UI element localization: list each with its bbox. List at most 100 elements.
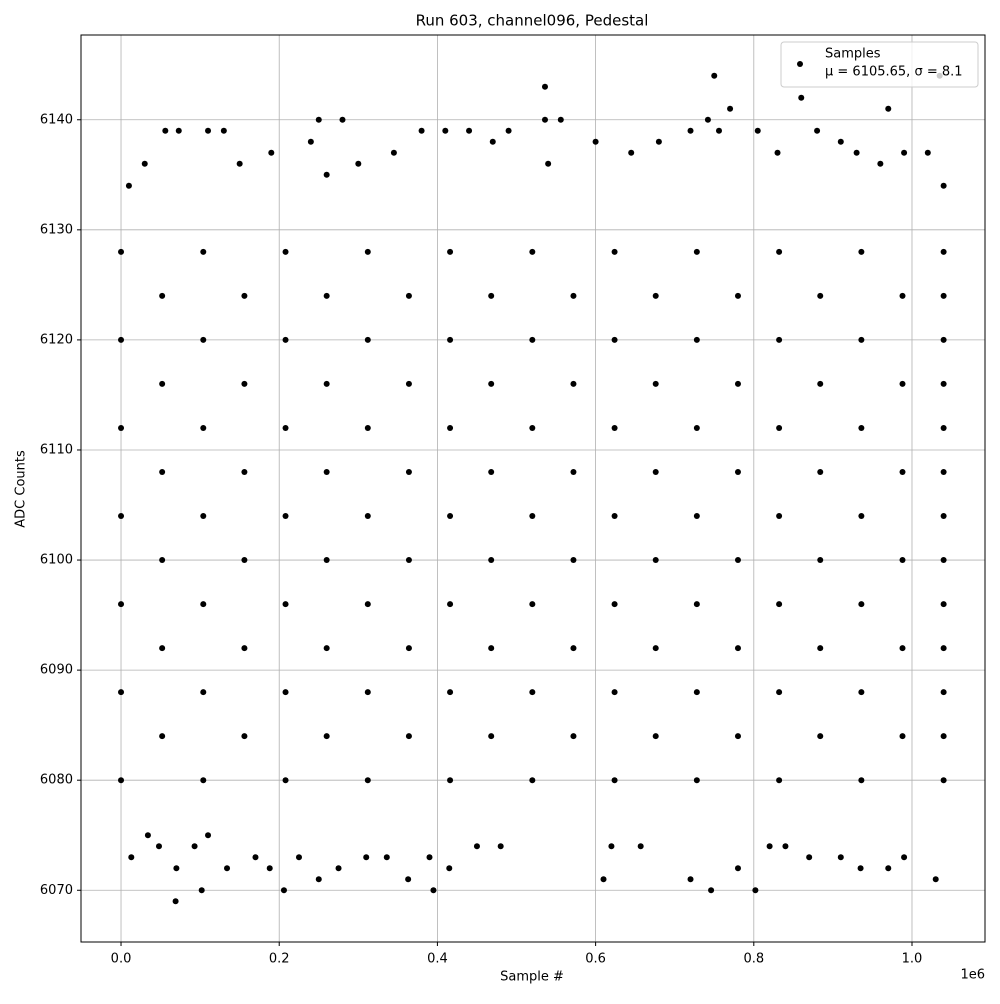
point <box>734 380 741 387</box>
point <box>280 887 287 894</box>
point <box>940 777 947 784</box>
point <box>426 854 433 861</box>
point <box>570 645 577 652</box>
point <box>940 248 947 255</box>
point <box>924 149 931 156</box>
point <box>118 689 125 696</box>
point <box>282 248 289 255</box>
point <box>405 380 412 387</box>
point <box>652 733 659 740</box>
y-tick-label: 6140 <box>40 112 73 127</box>
point <box>857 865 864 872</box>
point <box>200 513 207 520</box>
point <box>940 557 947 564</box>
point <box>858 424 865 431</box>
point <box>198 887 205 894</box>
point <box>570 557 577 564</box>
point <box>752 887 759 894</box>
point <box>652 557 659 564</box>
point <box>241 557 248 564</box>
point <box>159 380 166 387</box>
point <box>128 854 135 861</box>
point <box>611 601 618 608</box>
x-tick-label: 0.0 <box>111 952 132 967</box>
point <box>118 248 125 255</box>
point <box>734 733 741 740</box>
point <box>727 105 734 112</box>
point <box>899 292 906 299</box>
point <box>837 138 844 145</box>
point <box>488 733 495 740</box>
point <box>858 601 865 608</box>
point <box>901 854 908 861</box>
point <box>529 689 536 696</box>
point <box>447 248 454 255</box>
point <box>159 292 166 299</box>
point <box>473 843 480 850</box>
point <box>241 645 248 652</box>
point <box>282 689 289 696</box>
point <box>447 689 454 696</box>
point <box>282 601 289 608</box>
point <box>940 733 947 740</box>
point <box>711 72 718 79</box>
point <box>252 854 259 861</box>
point <box>405 557 412 564</box>
point <box>901 149 908 156</box>
point <box>159 645 166 652</box>
point <box>430 887 437 894</box>
point <box>241 380 248 387</box>
point <box>191 843 198 850</box>
point <box>899 557 906 564</box>
point <box>652 380 659 387</box>
point <box>693 601 700 608</box>
point <box>220 127 227 134</box>
point <box>442 127 449 134</box>
point <box>611 248 618 255</box>
point <box>159 733 166 740</box>
point <box>817 468 824 475</box>
point <box>708 887 715 894</box>
point <box>858 777 865 784</box>
point <box>282 336 289 343</box>
point <box>200 601 207 608</box>
point <box>173 865 180 872</box>
point <box>592 138 599 145</box>
point <box>364 424 371 431</box>
point <box>652 645 659 652</box>
point <box>364 601 371 608</box>
point <box>776 513 783 520</box>
point <box>557 116 564 123</box>
point <box>776 336 783 343</box>
point <box>224 865 231 872</box>
point <box>323 733 330 740</box>
point <box>734 645 741 652</box>
point <box>940 380 947 387</box>
point <box>390 149 397 156</box>
point <box>125 182 132 189</box>
point <box>282 777 289 784</box>
point <box>693 777 700 784</box>
point <box>205 832 212 839</box>
y-tick-label: 6130 <box>40 222 73 237</box>
y-tick-label: 6110 <box>40 442 73 457</box>
point <box>940 645 947 652</box>
x-tick-label: 1.0 <box>902 952 923 967</box>
point <box>447 777 454 784</box>
point <box>940 292 947 299</box>
point <box>776 689 783 696</box>
legend-label: Samples <box>825 47 881 62</box>
point <box>940 182 947 189</box>
point <box>570 468 577 475</box>
point <box>940 689 947 696</box>
point <box>529 248 536 255</box>
point <box>754 127 761 134</box>
point <box>200 777 207 784</box>
point <box>323 292 330 299</box>
x-offset-label: 1e6 <box>960 968 985 983</box>
point <box>323 171 330 178</box>
y-tick-label: 6090 <box>40 663 73 678</box>
point <box>364 336 371 343</box>
point <box>734 292 741 299</box>
